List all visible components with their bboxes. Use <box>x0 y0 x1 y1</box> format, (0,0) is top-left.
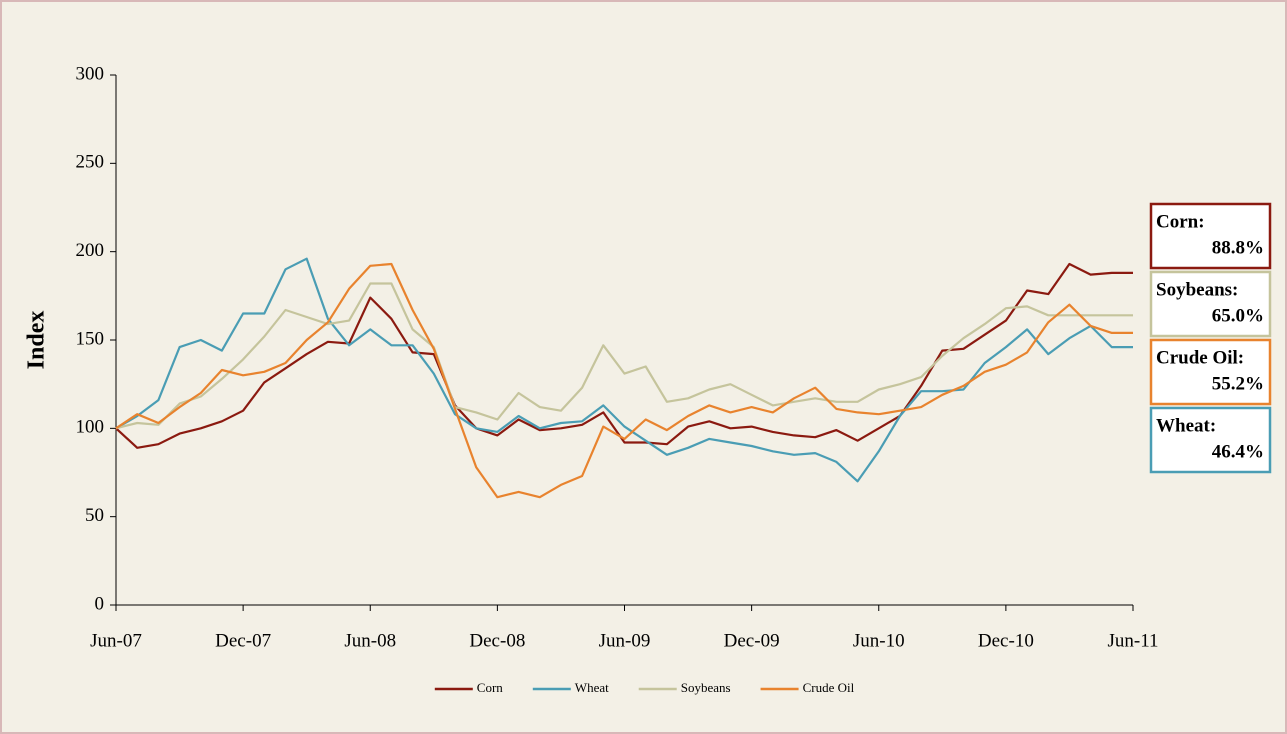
y-tick-label: 50 <box>85 505 104 526</box>
annotation-label: Corn: <box>1156 211 1205 232</box>
y-axis-label: Index <box>24 311 50 370</box>
annotation-value: 88.8% <box>1212 237 1264 258</box>
y-tick-label: 100 <box>76 417 105 438</box>
x-tick-label: Jun-08 <box>344 630 396 651</box>
y-tick-label: 200 <box>76 240 105 261</box>
legend-label: Wheat <box>575 680 609 695</box>
x-tick-label: Dec-10 <box>978 630 1034 651</box>
series-line <box>115 262 1133 499</box>
y-tick-label: 300 <box>76 63 105 84</box>
annotation-label: Wheat: <box>1156 415 1216 436</box>
annotation-box <box>1149 406 1272 474</box>
annotation-value: 65.0% <box>1212 305 1264 326</box>
x-tick-label: Dec-07 <box>215 630 271 651</box>
annotation-label: Soybeans: <box>1156 279 1238 300</box>
x-tick-label: Dec-09 <box>724 630 780 651</box>
x-tick-label: Jun-09 <box>599 630 651 651</box>
series-line <box>115 262 1133 449</box>
x-tick-label: Jun-07 <box>90 630 142 651</box>
legend-label: Soybeans <box>681 680 731 695</box>
series-line <box>115 282 1133 430</box>
x-tick-label: Dec-08 <box>469 630 525 651</box>
x-tick-label: Jun-11 <box>1107 630 1158 651</box>
annotation-box <box>1149 270 1272 338</box>
legend-label: Crude Oil <box>803 680 855 695</box>
y-tick-label: 150 <box>76 328 105 349</box>
x-tick-label: Jun-10 <box>853 630 905 651</box>
y-tick-label: 250 <box>76 152 105 173</box>
legend-label: Corn <box>477 680 504 695</box>
annotation-label: Crude Oil: <box>1156 347 1244 368</box>
series-line <box>115 257 1133 483</box>
annotation-box <box>1149 202 1272 270</box>
annotation-value: 46.4% <box>1212 441 1264 462</box>
annotation-value: 55.2% <box>1212 373 1264 394</box>
y-tick-label: 0 <box>95 593 105 614</box>
annotation-box <box>1149 338 1272 406</box>
